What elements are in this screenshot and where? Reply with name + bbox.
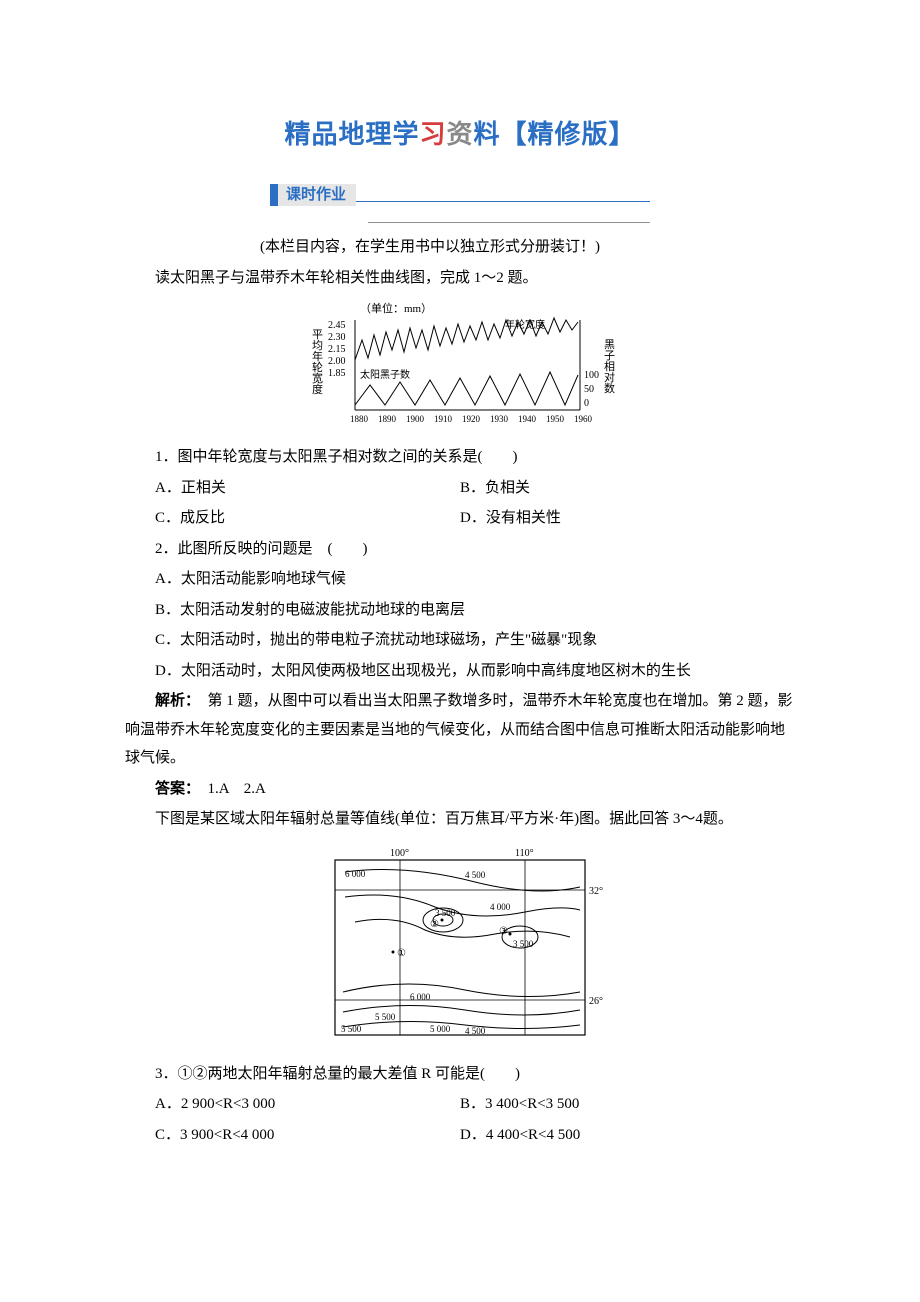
q1-optD: D．没有相关性 xyxy=(460,504,795,533)
fig2-lon0: 100° xyxy=(390,848,409,859)
q2-stem: 2．此图所反映的问题是 ( ) xyxy=(125,535,795,564)
q2-optC: C．太阳活动时，抛出的带电粒子流扰动地球磁场，产生"磁暴"现象 xyxy=(125,626,795,655)
q2-optD: D．太阳活动时，太阳风使两极地区出现极光，从而影响中高纬度地区树木的生长 xyxy=(125,657,795,686)
q1-row2: C．成反比 D．没有相关性 xyxy=(125,504,795,533)
fig1-y2t1: 50 xyxy=(584,384,594,395)
fig2-cv5: 6 000 xyxy=(410,992,431,1002)
fig1-s1-label: 年轮宽度 xyxy=(505,318,545,331)
fig2-lat0: 32° xyxy=(589,886,603,897)
title-part4: 料【精修版】 xyxy=(474,119,636,149)
q1-optA: A．正相关 xyxy=(125,474,460,503)
fig2-pt3: ③ xyxy=(499,926,508,937)
q3-stem: 3．①②两地太阳年辐射总量的最大差值 R 可能是( ) xyxy=(125,1060,795,1089)
fig2-cv8: 5 000 xyxy=(430,1024,451,1034)
fig1-xt4: 1920 xyxy=(462,414,481,424)
fig2-lat1: 26° xyxy=(589,996,603,1007)
fig1-yt3: 2.00 xyxy=(328,356,346,367)
figure-solar-radiation-map: 100° 110° 32° 26° 6 000 4 500 4 000 3 50… xyxy=(315,842,605,1052)
q1-optC: C．成反比 xyxy=(125,504,460,533)
fig1-xt3: 1910 xyxy=(434,414,453,424)
fig2-cv9: 4 500 xyxy=(465,1026,486,1036)
q3-optB: B．3 400<R<3 500 xyxy=(460,1090,795,1119)
q3-row2: C．3 900<R<4 000 D．4 400<R<4 500 xyxy=(125,1121,795,1150)
page-title: 精品地理学习资料【精修版】 xyxy=(125,110,795,159)
section-bar-rule2 xyxy=(368,222,650,223)
title-part3: 资 xyxy=(447,119,474,149)
intro-note: (本栏目内容，在学生用书中以独立形式分册装订！) xyxy=(260,233,795,262)
q2-optB: B．太阳活动发射的电磁波能扰动地球的电离层 xyxy=(125,596,795,625)
fig1-yt4: 1.85 xyxy=(328,368,346,379)
fig2-cv4: 3 500 xyxy=(513,939,534,949)
q3-optD: D．4 400<R<4 500 xyxy=(460,1121,795,1150)
figure-sunspot-treerings: （单位：mm） 平均年轮宽度 2.45 2.30 2.15 2.00 1.85 … xyxy=(300,300,620,435)
q3-optC: C．3 900<R<4 000 xyxy=(125,1121,460,1150)
fig2-pt2: ② xyxy=(430,919,439,930)
analysis-para: 解析： 第 1 题，从图中可以看出当太阳黑子数增多时，温带乔木年轮宽度也在增加。… xyxy=(125,687,795,773)
fig2-lon1: 110° xyxy=(515,848,534,859)
block2-lead: 下图是某区域太阳年辐射总量等值线(单位：百万焦耳/平方米·年)图。据此回答 3～… xyxy=(125,805,795,834)
fig1-xt5: 1930 xyxy=(490,414,509,424)
fig2-cv1: 4 500 xyxy=(465,870,486,880)
fig2-cv2: 4 000 xyxy=(490,902,511,912)
fig2-cv0: 6 000 xyxy=(345,869,366,879)
title-part2: 习 xyxy=(419,119,446,149)
q3-optA: A．2 900<R<3 000 xyxy=(125,1090,460,1119)
section-bar-rule xyxy=(356,201,650,202)
fig1-y2t2: 0 xyxy=(584,398,589,409)
q1-optB: B．负相关 xyxy=(460,474,795,503)
fig2-pt1: ① xyxy=(397,948,406,959)
fig2-cv3: 3 500 xyxy=(435,908,456,918)
fig1-xt8: 1960 xyxy=(574,414,593,424)
analysis-label: 解析： xyxy=(155,693,193,709)
fig2-cv6: 5 500 xyxy=(375,1012,396,1022)
fig2-cv7: 5 500 xyxy=(341,1024,362,1034)
fig1-y2label: 黑子相对数 xyxy=(604,338,615,395)
fig1-s2-label: 太阳黑子数 xyxy=(360,368,410,381)
q1-row1: A．正相关 B．负相关 xyxy=(125,474,795,503)
fig1-yt0: 2.45 xyxy=(328,320,346,331)
fig1-xt1: 1890 xyxy=(378,414,397,424)
fig1-xt7: 1950 xyxy=(546,414,565,424)
fig1-yt1: 2.30 xyxy=(328,332,346,343)
block1-lead: 读太阳黑子与温带乔木年轮相关性曲线图，完成 1～2 题。 xyxy=(125,264,795,293)
title-part1: 精品地理学 xyxy=(284,119,419,149)
fig1-y2t0: 100 xyxy=(584,370,599,381)
fig1-xt6: 1940 xyxy=(518,414,537,424)
fig1-ylabel: 平均年轮宽度 xyxy=(312,329,323,396)
fig1-xt0: 1880 xyxy=(350,414,369,424)
answer-text: 1.A 2.A xyxy=(193,781,266,797)
analysis-text: 第 1 题，从图中可以看出当太阳黑子数增多时，温带乔木年轮宽度也在增加。第 2 … xyxy=(125,693,793,766)
q1-stem: 1．图中年轮宽度与太阳黑子相对数之间的关系是( ) xyxy=(125,443,795,472)
answer-para: 答案： 1.A 2.A xyxy=(125,775,795,804)
answer-label: 答案： xyxy=(155,781,193,797)
fig1-xt2: 1900 xyxy=(406,414,425,424)
q2-optA: A．太阳活动能影响地球气候 xyxy=(125,565,795,594)
fig1-yunit: （单位：mm） xyxy=(360,301,432,315)
fig1-yt2: 2.15 xyxy=(328,344,346,355)
q3-row1: A．2 900<R<3 000 B．3 400<R<3 500 xyxy=(125,1090,795,1119)
